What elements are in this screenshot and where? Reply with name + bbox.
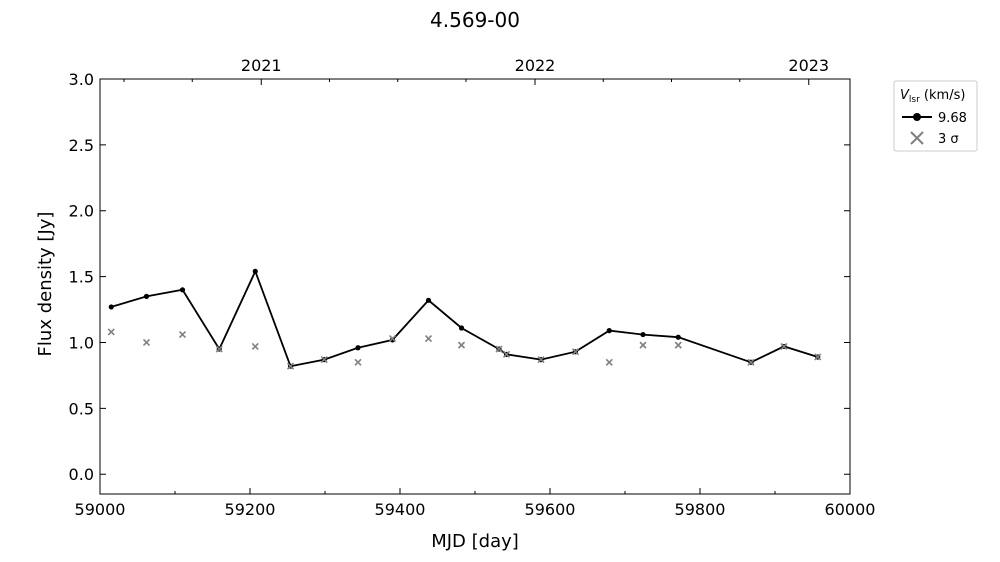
sigma-marker: [424, 334, 433, 343]
legend-entry-series: 9.68: [938, 111, 967, 126]
sigma-marker: [814, 353, 822, 361]
plot-frame: [99, 78, 851, 495]
sigma-marker: [571, 348, 580, 356]
sigma-marker: [605, 358, 613, 366]
legend: Vlsr (km/s) 9.68 3 σ: [893, 80, 978, 152]
legend-box: [893, 80, 978, 152]
sigma-markers: [107, 328, 822, 370]
y-tick-label: 0.5: [69, 399, 94, 418]
chart-title: 4.569-00: [430, 8, 520, 32]
legend-title-main: V: [900, 88, 910, 103]
sigma-marker: [215, 345, 223, 353]
series-point: [108, 304, 114, 310]
series-point: [640, 331, 646, 338]
series-point: [675, 334, 681, 340]
series-point: [389, 337, 396, 343]
sigma-marker: [320, 356, 328, 364]
y-axis-label: Flux density [Jy]: [35, 212, 56, 357]
y-tick-label: 1.0: [69, 333, 94, 352]
plot-area: [99, 78, 851, 495]
sigma-marker: [639, 341, 647, 349]
sigma-marker: [502, 350, 511, 358]
legend-title-unit: (km/s): [920, 88, 966, 103]
series-point: [458, 325, 465, 331]
top-tick-label: 2022: [515, 56, 556, 75]
series-point: [252, 268, 258, 274]
sigma-marker: [388, 334, 397, 343]
series-point: [425, 297, 432, 303]
x-tick-label: 59400: [375, 500, 426, 519]
sigma-marker: [537, 356, 545, 364]
y-tick-label: 2.0: [69, 202, 94, 221]
series-point: [143, 293, 150, 299]
series-point: [355, 345, 361, 351]
y-tick-label: 0.0: [69, 465, 94, 484]
legend-dot-swatch: [913, 113, 921, 121]
sigma-marker: [495, 345, 503, 353]
x-tick-label: 59600: [525, 500, 576, 519]
sigma-marker: [107, 328, 115, 336]
legend-title-sub: lsr: [909, 95, 920, 105]
series-point: [179, 287, 186, 293]
sigma-marker: [142, 338, 151, 347]
top-tick-label: 2023: [788, 56, 829, 75]
series-point: [606, 328, 612, 334]
x-tick-label: 59200: [225, 500, 276, 519]
sigma-marker: [457, 341, 466, 349]
x-tick-label: 59800: [675, 500, 726, 519]
x-axis-label: MJD [day]: [431, 531, 519, 552]
axis-ticks: 0.0 0.5 1.0 1.5 2.0 2.5 3.0 59000 59200 59400 5960…: [69, 56, 876, 519]
sigma-marker: [780, 342, 788, 351]
y-tick-label: 2.5: [69, 136, 94, 155]
sigma-marker: [747, 358, 755, 366]
legend-title: Vlsr (km/s): [900, 88, 965, 105]
y-tick-label: 1.5: [69, 268, 94, 287]
sigma-marker: [674, 341, 682, 349]
x-tick-label: 59000: [75, 500, 126, 519]
sigma-marker: [251, 342, 259, 351]
sigma-marker: [286, 362, 295, 370]
top-tick-label: 2021: [241, 56, 282, 75]
legend-entry-sigma: 3 σ: [938, 132, 959, 147]
y-tick-label: 3.0: [69, 70, 94, 89]
sigma-marker: [354, 358, 362, 366]
x-tick-label: 60000: [825, 500, 876, 519]
sigma-marker: [178, 331, 187, 339]
legend-x-swatch: [910, 131, 924, 145]
